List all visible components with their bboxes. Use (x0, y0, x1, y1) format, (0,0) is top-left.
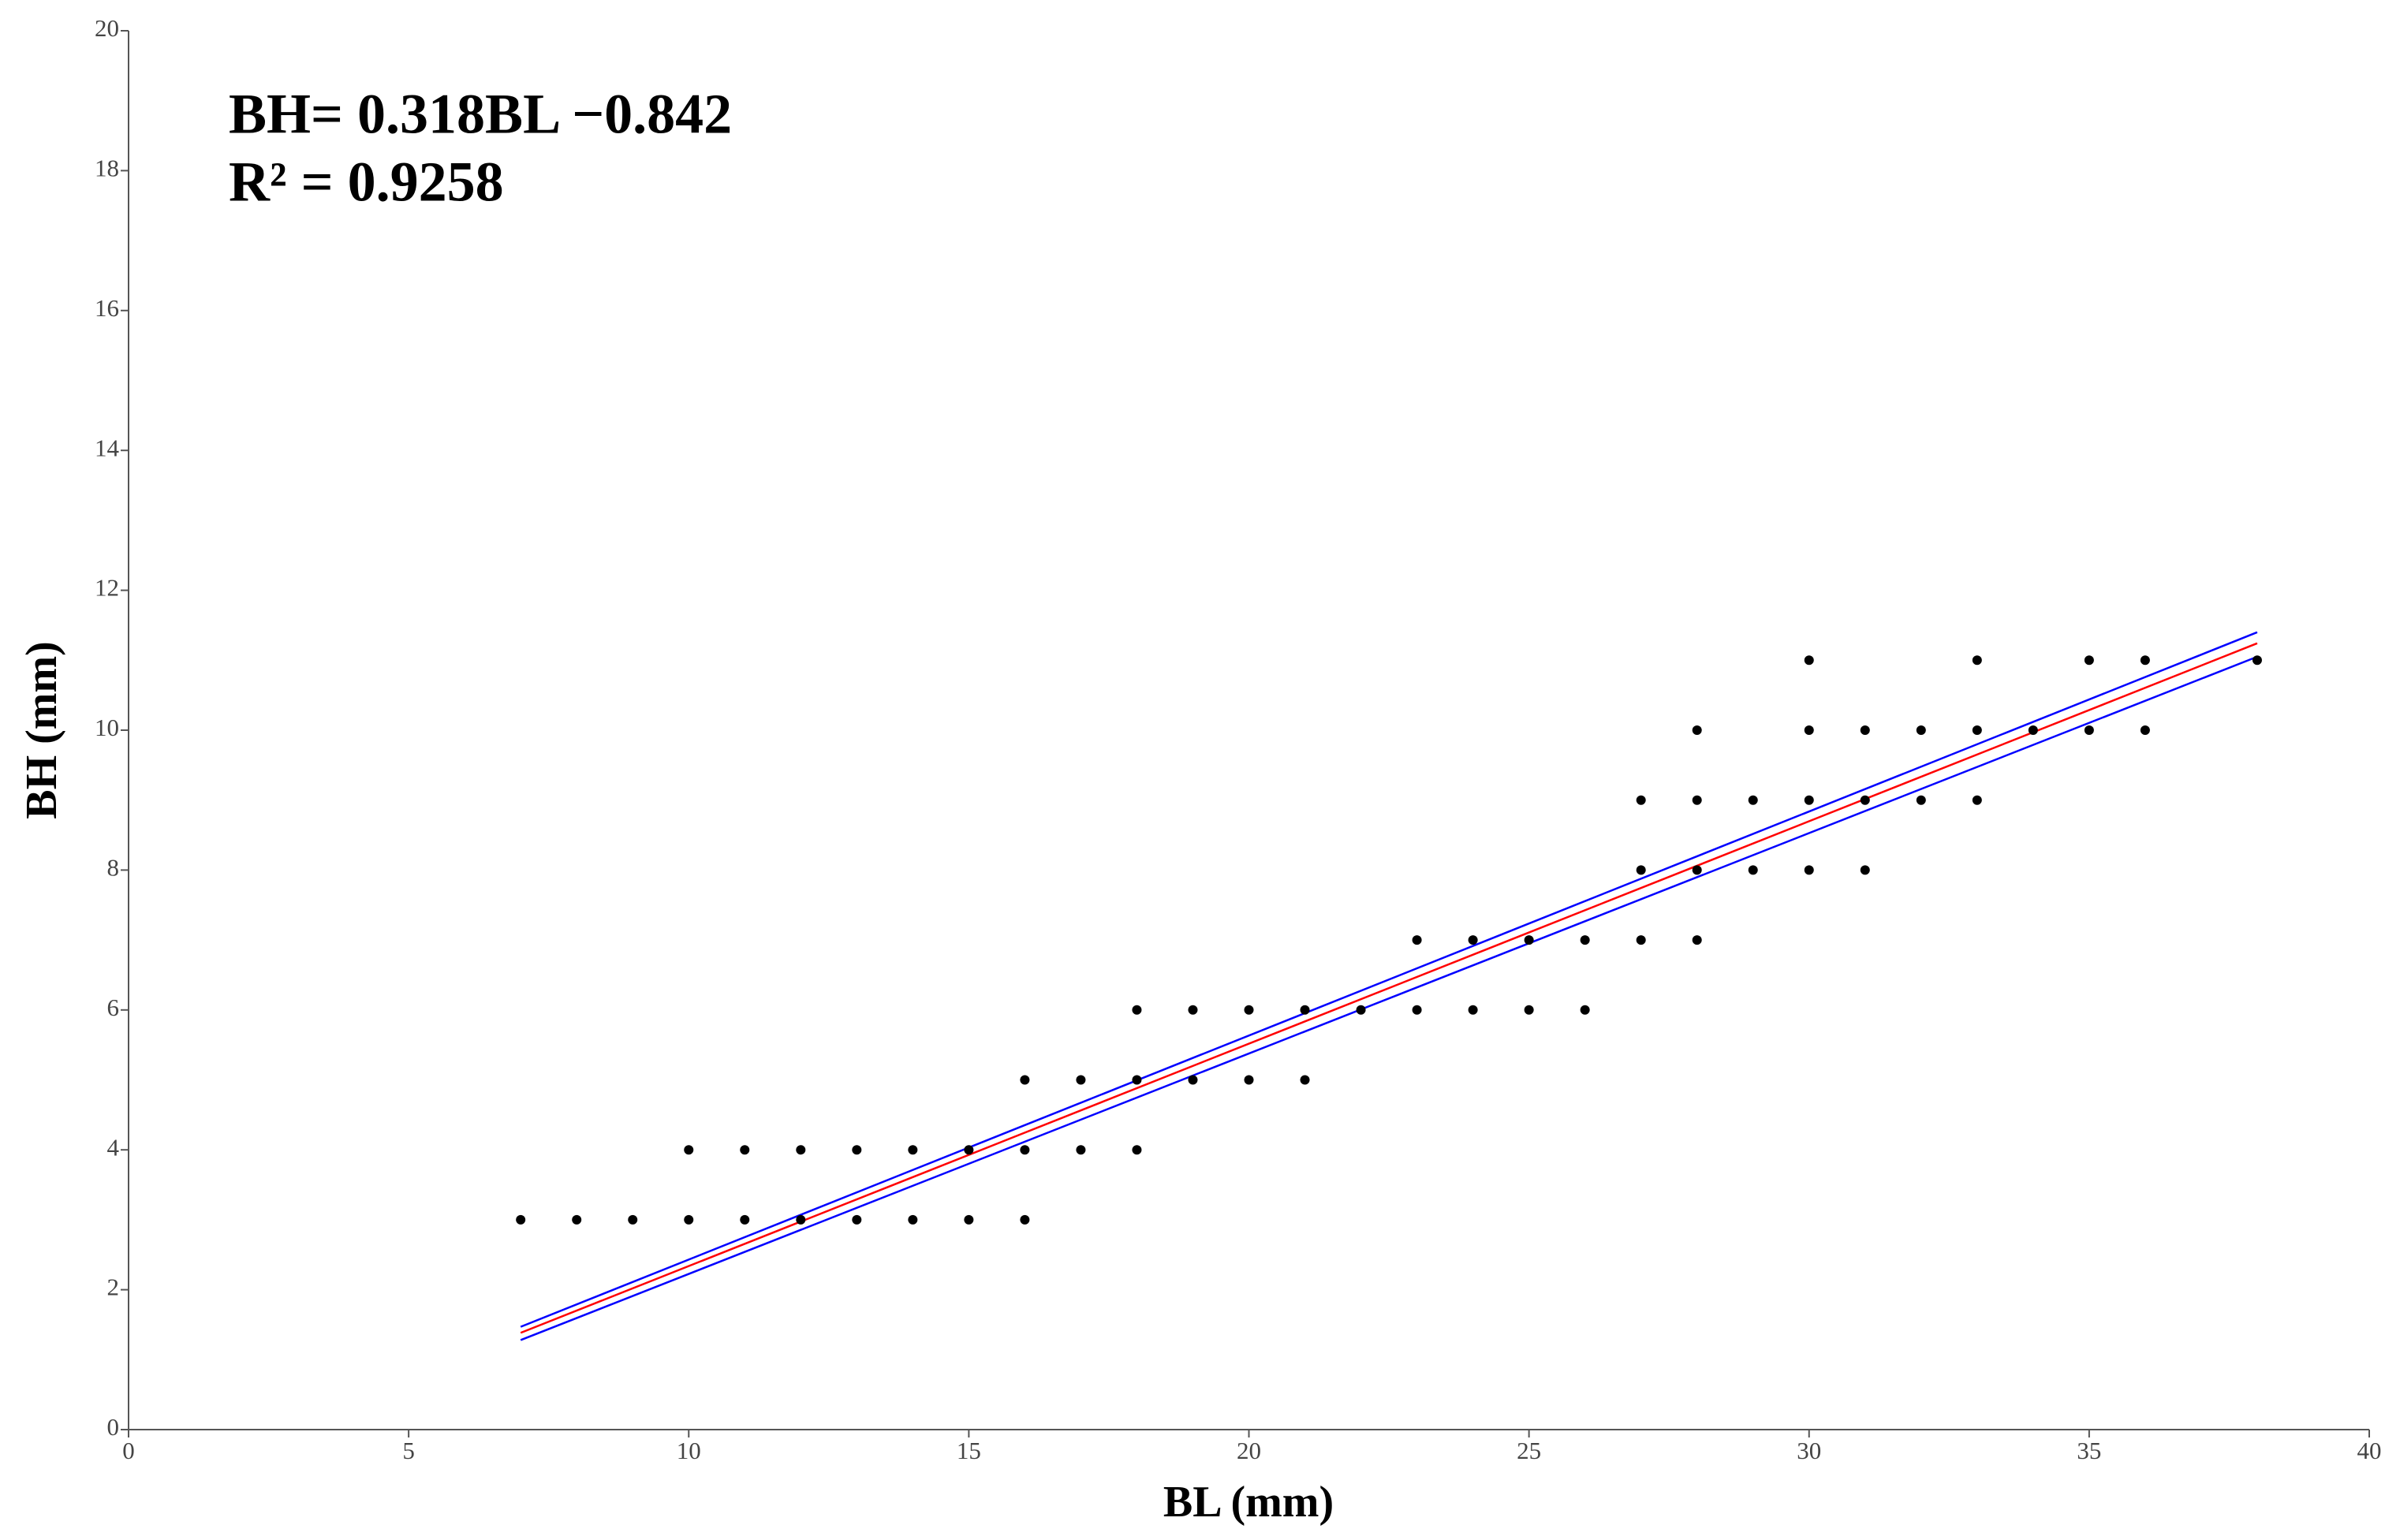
fit-line (520, 655, 2258, 1341)
y-tick-label: 2 (107, 1273, 120, 1301)
fit-line (520, 642, 2258, 1334)
point (1580, 935, 1590, 945)
x-tick-label: 10 (677, 1437, 701, 1464)
point (796, 1214, 806, 1225)
x-tick-label: 30 (1797, 1437, 1821, 1464)
x-tick-label: 25 (1517, 1437, 1541, 1464)
y-tick-label: 20 (95, 14, 119, 42)
point (796, 1145, 806, 1155)
point (1524, 935, 1534, 945)
point (1020, 1214, 1030, 1225)
point (1972, 795, 1982, 805)
point (684, 1145, 694, 1155)
point (1748, 795, 1758, 805)
fit-line (520, 631, 2258, 1328)
point (2084, 655, 2094, 666)
point (684, 1214, 694, 1225)
point (1860, 725, 1870, 735)
point (2140, 725, 2150, 735)
point (1692, 725, 1702, 735)
point (1244, 1075, 1254, 1085)
point (1636, 795, 1646, 805)
point (1076, 1145, 1086, 1155)
point (1860, 865, 1870, 875)
point (1244, 1005, 1254, 1015)
point (2084, 725, 2094, 735)
y-axis-label: BH (mm) (17, 641, 66, 819)
point (1356, 1005, 1366, 1015)
point (1468, 935, 1478, 945)
point (1412, 935, 1422, 945)
x-tick-label: 20 (1237, 1437, 1261, 1464)
x-axis-label: BL (mm) (1163, 1478, 1334, 1527)
point (908, 1145, 918, 1155)
x-tick-label: 35 (2077, 1437, 2101, 1464)
y-tick-label: 14 (95, 434, 120, 461)
point (1916, 725, 1926, 735)
x-tick-label: 0 (122, 1437, 135, 1464)
point (908, 1214, 918, 1225)
x-tick-label: 5 (402, 1437, 415, 1464)
point (2140, 655, 2150, 666)
point (572, 1214, 582, 1225)
point (852, 1214, 862, 1225)
point (1300, 1005, 1310, 1015)
point (1860, 795, 1870, 805)
point (1748, 865, 1758, 875)
y-tick-label: 10 (95, 714, 119, 741)
annotation: R² = 0.9258 (229, 151, 504, 214)
point (1020, 1075, 1030, 1085)
point (1692, 865, 1702, 875)
point (740, 1145, 750, 1155)
point (1692, 795, 1702, 805)
point (1468, 1005, 1478, 1015)
point (1132, 1075, 1142, 1085)
point (1692, 935, 1702, 945)
point (1972, 725, 1982, 735)
point (628, 1214, 638, 1225)
y-tick-label: 0 (107, 1413, 120, 1441)
point (1804, 655, 1814, 666)
point (852, 1145, 862, 1155)
point (1132, 1005, 1142, 1015)
x-tick-label: 15 (957, 1437, 981, 1464)
point (1636, 865, 1646, 875)
point (964, 1145, 974, 1155)
point (516, 1214, 526, 1225)
point (1916, 795, 1926, 805)
y-tick-label: 8 (107, 854, 120, 882)
point (1076, 1075, 1086, 1085)
x-tick-label: 40 (2357, 1437, 2382, 1464)
point (1188, 1075, 1198, 1085)
point (1300, 1075, 1310, 1085)
point (1636, 935, 1646, 945)
point (1804, 865, 1814, 875)
y-tick-label: 4 (107, 1133, 120, 1161)
point (1804, 725, 1814, 735)
annotation: BH= 0.318BL −0.842 (229, 83, 732, 146)
point (2252, 655, 2262, 666)
point (1804, 795, 1814, 805)
point (1524, 1005, 1534, 1015)
point (1020, 1145, 1030, 1155)
point (964, 1214, 974, 1225)
point (2028, 725, 2038, 735)
y-tick-label: 18 (95, 155, 119, 182)
y-tick-label: 12 (95, 574, 119, 602)
point (1412, 1005, 1422, 1015)
y-tick-label: 16 (95, 294, 119, 322)
point (1188, 1005, 1198, 1015)
y-tick-label: 6 (107, 994, 120, 1021)
point (1580, 1005, 1590, 1015)
point (1972, 655, 1982, 666)
point (1132, 1145, 1142, 1155)
point (740, 1214, 750, 1225)
